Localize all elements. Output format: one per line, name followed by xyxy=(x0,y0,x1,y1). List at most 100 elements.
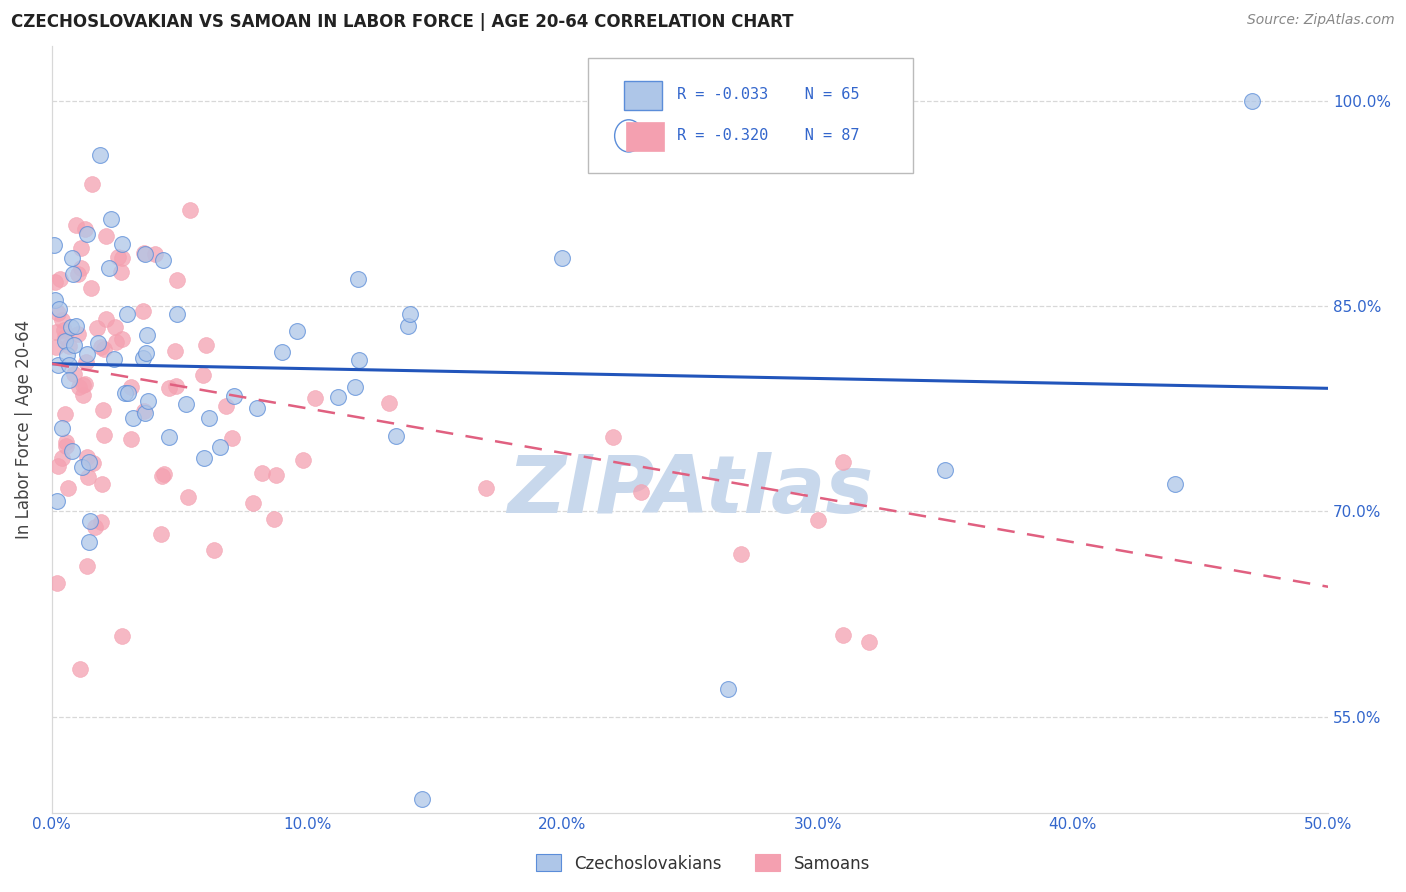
Point xyxy=(134,247,156,261)
Point xyxy=(72,388,94,402)
Point xyxy=(197,411,219,425)
Point xyxy=(55,434,77,449)
Point xyxy=(110,265,132,279)
Point xyxy=(89,148,111,162)
Point xyxy=(82,456,104,470)
Point xyxy=(717,682,740,697)
Point xyxy=(55,439,77,453)
Point xyxy=(45,494,67,508)
Point xyxy=(49,271,72,285)
Point xyxy=(215,399,238,413)
Point xyxy=(76,347,98,361)
Point xyxy=(832,455,855,469)
Point xyxy=(100,212,122,227)
Point xyxy=(135,346,157,360)
Point xyxy=(91,403,114,417)
Bar xyxy=(624,80,662,110)
Point xyxy=(111,332,134,346)
Y-axis label: In Labor Force | Age 20-64: In Labor Force | Age 20-64 xyxy=(15,320,32,539)
Point xyxy=(42,238,65,252)
Point xyxy=(53,407,76,421)
Point xyxy=(1240,94,1263,108)
Point xyxy=(86,321,108,335)
Point xyxy=(76,450,98,464)
Point xyxy=(285,324,308,338)
Point xyxy=(250,467,273,481)
Text: ZIPAtlas: ZIPAtlas xyxy=(506,451,873,530)
Point xyxy=(209,440,232,454)
Point xyxy=(396,318,419,333)
Point xyxy=(84,519,107,533)
Point xyxy=(111,629,134,643)
Bar xyxy=(626,122,665,152)
Point xyxy=(44,276,66,290)
Point xyxy=(193,368,215,382)
Point xyxy=(291,453,314,467)
Point xyxy=(79,515,101,529)
Point xyxy=(474,481,496,495)
Point xyxy=(66,267,89,281)
Point xyxy=(120,380,142,394)
Point xyxy=(62,267,84,281)
Point xyxy=(934,463,956,477)
Point xyxy=(378,396,401,410)
Point xyxy=(152,252,174,267)
Point xyxy=(117,385,139,400)
Point xyxy=(58,374,80,388)
Point xyxy=(46,459,69,474)
Point xyxy=(82,177,104,191)
Point xyxy=(59,319,82,334)
Point xyxy=(67,326,90,341)
Point xyxy=(75,221,97,235)
Point xyxy=(221,431,243,445)
Point xyxy=(70,241,93,255)
Point xyxy=(60,251,83,265)
Point xyxy=(166,307,188,321)
Point xyxy=(177,490,200,504)
Point xyxy=(166,272,188,286)
Point xyxy=(51,313,73,327)
Point xyxy=(159,430,181,444)
Point xyxy=(832,628,855,642)
Point xyxy=(195,338,218,352)
Point xyxy=(411,792,433,806)
Point xyxy=(58,358,80,372)
Point xyxy=(75,355,97,369)
Point xyxy=(114,386,136,401)
Point xyxy=(242,495,264,509)
Point xyxy=(44,293,66,308)
Point xyxy=(110,252,132,266)
Point xyxy=(91,477,114,491)
Point xyxy=(90,516,112,530)
Point xyxy=(46,306,69,320)
Point xyxy=(246,401,269,416)
Point xyxy=(347,272,370,286)
Point xyxy=(76,227,98,241)
Point xyxy=(69,260,91,275)
Point xyxy=(270,345,292,359)
Point xyxy=(76,559,98,574)
Point xyxy=(157,380,180,394)
Point xyxy=(134,404,156,418)
Point xyxy=(103,352,125,367)
Point xyxy=(107,250,129,264)
Point xyxy=(174,397,197,411)
Point xyxy=(73,376,96,391)
Point xyxy=(263,512,285,526)
Point xyxy=(806,513,828,527)
Point xyxy=(398,307,420,321)
Point xyxy=(58,481,80,495)
Point xyxy=(62,444,84,458)
Point xyxy=(72,378,94,392)
Point xyxy=(224,388,246,402)
Point xyxy=(134,406,156,420)
Point xyxy=(46,576,69,591)
Point xyxy=(163,343,186,358)
Point xyxy=(65,318,87,333)
Point xyxy=(53,334,76,348)
Point xyxy=(551,252,574,266)
Point xyxy=(77,455,100,469)
Point xyxy=(58,339,80,353)
Point xyxy=(202,542,225,557)
Point xyxy=(48,301,70,316)
